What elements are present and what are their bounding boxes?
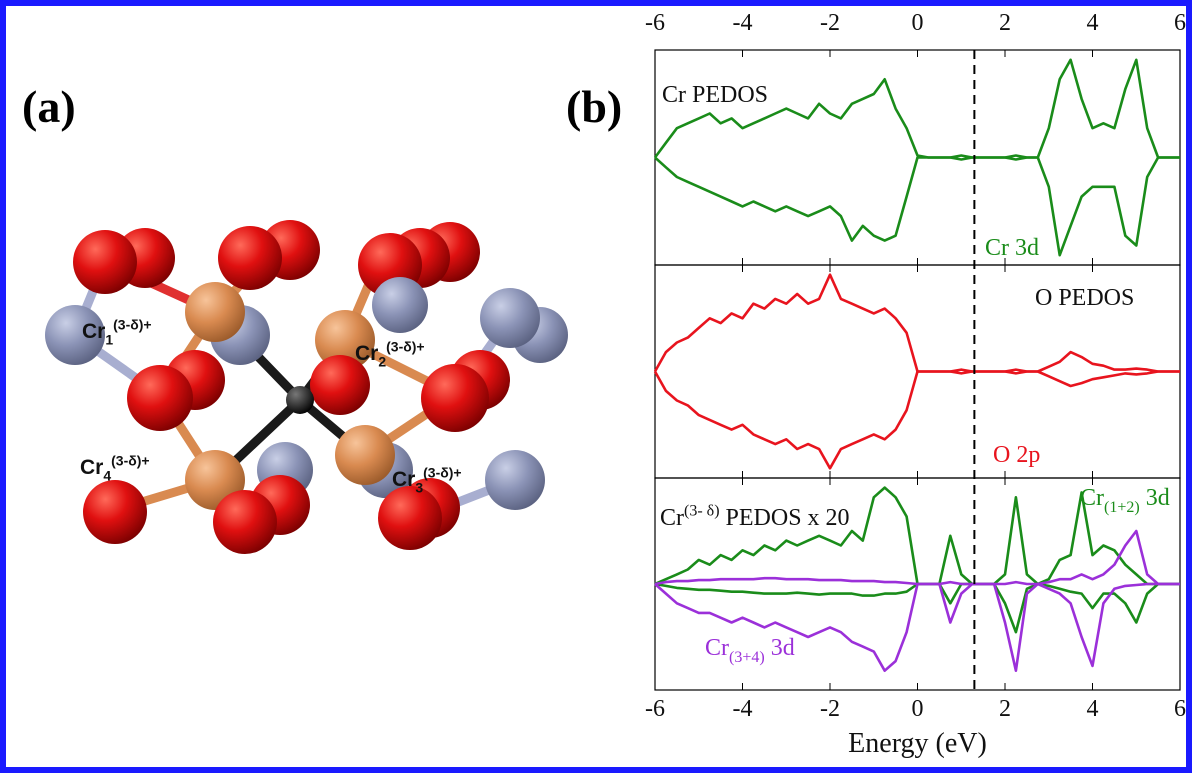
x-tick-label: 4 — [1087, 10, 1099, 36]
x-tick-label: 6 — [1174, 696, 1186, 722]
text-part: (3- δ) — [684, 502, 720, 519]
text-part: 3d — [765, 635, 795, 661]
crystal-structure — [45, 220, 568, 554]
text-part: (3-δ)+ — [423, 465, 461, 481]
annotation: Cr(1+2) 3d — [1080, 485, 1170, 516]
text-part: Cr — [80, 456, 103, 479]
x-tick-label: 6 — [1174, 10, 1186, 36]
x-tick-label: 2 — [999, 696, 1011, 722]
atom-label: Cr2(3-δ)+ — [355, 339, 425, 370]
text-part: Cr PEDOS — [662, 82, 768, 108]
text-part: (3-δ)+ — [111, 453, 149, 469]
text-part: O 2p — [993, 442, 1040, 468]
text-part: (3+4) — [729, 649, 765, 666]
text-part: Cr — [82, 320, 105, 343]
text-part: (1+2) — [1104, 499, 1140, 516]
x-axis-label: Energy (eV) — [848, 728, 987, 759]
dos-curve — [654, 156, 1180, 257]
panel-label: (b) — [566, 81, 622, 132]
text-part: 2 — [378, 353, 386, 369]
plot-layer: Cr1(3-δ)+Cr2(3-δ)+Cr4(3-δ)+Cr3(3-δ)+-6 -4… — [80, 10, 1186, 759]
text-part: 1 — [105, 331, 113, 347]
annotation: Cr(3+4) 3d — [705, 635, 795, 666]
text-part: (3-δ)+ — [113, 317, 151, 333]
x-tick-label: 0 — [912, 10, 924, 36]
x-tick-label: 4 — [1087, 696, 1099, 722]
x-tick-label: -2 — [820, 696, 840, 722]
annotation: O PEDOS — [1035, 285, 1134, 311]
panel-label: (a) — [22, 81, 76, 132]
atom-label: Cr4(3-δ)+ — [80, 453, 150, 484]
x-tick-label: -6 — [645, 10, 665, 36]
dos-curve — [654, 582, 1180, 672]
text-part: Cr — [392, 468, 415, 491]
text-part: Cr — [355, 342, 378, 365]
atom-label: Cr1(3-δ)+ — [82, 317, 152, 348]
text-part: PEDOS x 20 — [720, 505, 850, 531]
text-part: Cr 3d — [985, 235, 1039, 261]
dos-curve — [653, 58, 1180, 159]
x-tick-label: -4 — [733, 696, 753, 722]
atom-label: Cr3(3-δ)+ — [392, 465, 462, 496]
text-part: Cr — [705, 635, 729, 661]
annotation: Cr 3d — [985, 235, 1039, 261]
x-tick-label: -4 — [733, 10, 753, 36]
text-part: Cr — [660, 505, 684, 531]
x-tick-label: 2 — [999, 10, 1011, 36]
x-tick-label: 0 — [912, 696, 924, 722]
x-tick-label: -2 — [820, 10, 840, 36]
text-part: Cr — [1080, 485, 1104, 511]
annotation: Cr(3- δ) PEDOS x 20 — [660, 502, 850, 531]
annotation: O 2p — [993, 442, 1040, 468]
x-tick-label: -6 — [645, 696, 665, 722]
text-part: 3 — [415, 479, 423, 495]
text-part: 3d — [1140, 485, 1170, 511]
text-part: O PEDOS — [1035, 285, 1134, 311]
text-part: 4 — [103, 467, 111, 483]
text-part: (3-δ)+ — [386, 339, 424, 355]
annotation: Cr PEDOS — [662, 82, 768, 108]
dos-curve — [653, 370, 1180, 470]
